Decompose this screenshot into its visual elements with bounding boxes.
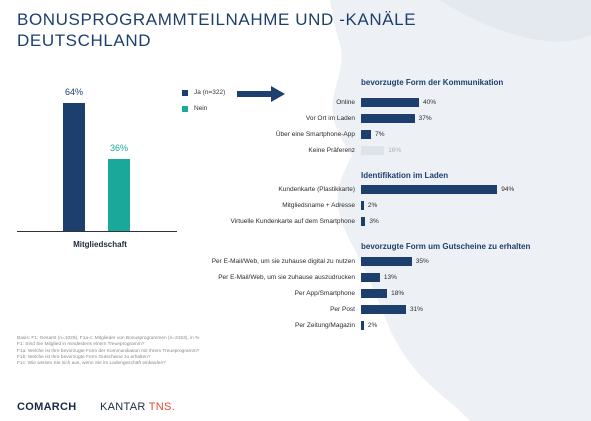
category-value-label: 35%	[415, 257, 429, 265]
membership-value-label: 64%	[64, 87, 83, 97]
category-bar	[361, 98, 419, 107]
category-value-label: 40%	[423, 98, 437, 106]
category-bar	[361, 185, 498, 194]
category-label: Mitgliedsname + Adresse	[282, 201, 355, 209]
category-value-label: 3%	[369, 217, 379, 225]
category-bar	[361, 114, 415, 123]
category-label: Kundenkarte (Plastikkarte)	[278, 185, 355, 193]
kantar-logo-text: KANTAR	[100, 401, 146, 413]
legend-swatch-ja	[182, 90, 188, 96]
category-bar	[361, 321, 364, 330]
category-value-label: 2%	[367, 321, 378, 329]
legend-label-ja: Ja (n=322)	[194, 89, 226, 96]
category-label: Über eine Smartphone-App	[275, 130, 355, 138]
category-value-label: 16%	[388, 146, 402, 154]
category-bar	[361, 201, 364, 210]
legend-swatch-nein	[182, 106, 188, 112]
category-label: Online	[336, 98, 355, 106]
membership-xlabel: Mitgliedschaft	[73, 240, 127, 249]
tns-logo-text: TNS	[148, 401, 172, 413]
membership-bar-ja	[63, 103, 85, 231]
category-value-label: 94%	[501, 185, 515, 193]
category-bar	[361, 146, 385, 155]
section-title: Identifikation im Laden	[361, 171, 449, 180]
kantar-tns-logo: KANTAR TNS.	[100, 401, 175, 413]
category-value-label: 31%	[409, 305, 423, 313]
category-label: Virtuelle Kundenkarte auf dem Smartphone	[230, 217, 355, 225]
membership-bar-nein	[108, 159, 130, 231]
category-bar	[361, 289, 388, 298]
section-title: bevorzugte Form um Gutscheine zu erhalte…	[361, 242, 531, 251]
category-label: Per App/Smartphone	[294, 289, 355, 297]
category-bar	[361, 257, 412, 266]
category-value-label: 18%	[391, 289, 405, 297]
category-bar	[361, 305, 406, 314]
category-bar	[361, 130, 372, 139]
category-bar	[361, 273, 380, 282]
membership-baseline	[17, 231, 177, 232]
footnotes: Basis: F1: Gesamt (n=1029), F1a-c: Mitgl…	[17, 336, 200, 367]
legend-label-nein: Nein	[194, 105, 208, 112]
category-value-label: 37%	[418, 114, 432, 122]
tns-logo-mark: .	[171, 401, 176, 413]
section-title: bevorzugte Form der Kommunikation	[361, 78, 504, 87]
membership-value-label: 36%	[109, 143, 128, 153]
category-label: Per E-Mail/Web, um sie zuhause digital z…	[211, 257, 355, 265]
arrow-right-icon	[237, 86, 285, 102]
page-title: BONUSPROGRAMMTEILNAHME UND -KANÄLE DEUTS…	[17, 10, 417, 50]
category-label: Per Zeitung/Magazin	[295, 321, 355, 329]
category-value-label: 7%	[375, 130, 385, 138]
category-bar	[361, 217, 366, 226]
category-label: Keine Präferenz	[308, 146, 355, 154]
category-label: Per E-Mail/Web, um sie zuhause auszudruc…	[218, 273, 355, 281]
category-value-label: 2%	[367, 201, 378, 209]
category-label: Per Post	[330, 305, 355, 313]
category-value-label: 13%	[383, 273, 397, 281]
comarch-logo: COMARCH	[17, 401, 77, 413]
category-label: Vor Ort im Laden	[305, 114, 355, 122]
